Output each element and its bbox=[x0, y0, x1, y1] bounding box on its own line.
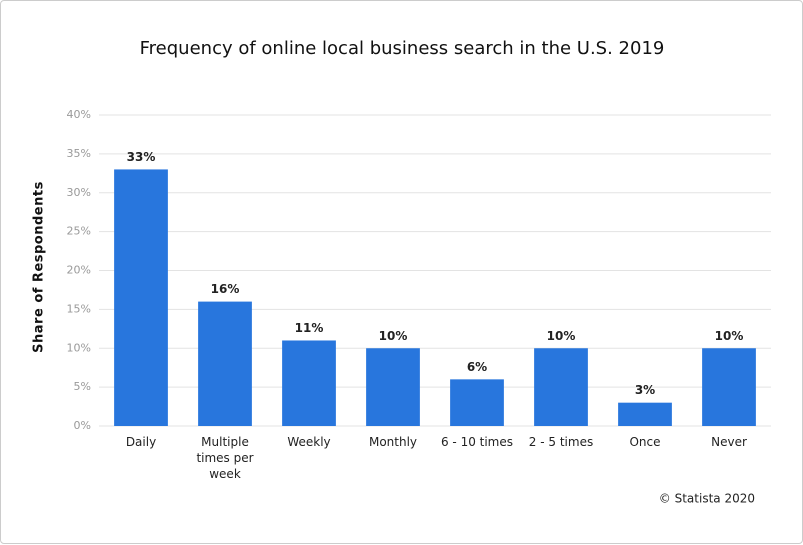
bar bbox=[702, 348, 756, 426]
y-tick-label: 25% bbox=[67, 225, 91, 238]
value-label: 11% bbox=[295, 321, 324, 335]
x-tick-label: 2 - 5 times bbox=[528, 435, 594, 449]
bar bbox=[618, 402, 672, 426]
bar bbox=[114, 169, 168, 427]
bar bbox=[450, 379, 504, 426]
x-tick-label: Monthly bbox=[368, 435, 418, 449]
x-tick-label: Multiple times per week bbox=[196, 435, 254, 481]
y-axis-label: Share of Respondents bbox=[32, 181, 47, 353]
y-tick-label: 0% bbox=[74, 419, 91, 432]
y-tick-label: 30% bbox=[67, 186, 91, 199]
source: © Statista 2020 bbox=[659, 492, 755, 506]
x-tick-label: Weekly bbox=[287, 435, 331, 449]
x-tick-label: Once bbox=[629, 435, 661, 449]
value-label: 10% bbox=[379, 329, 408, 343]
bar bbox=[282, 340, 336, 426]
value-label: 6% bbox=[467, 360, 487, 374]
value-label: 3% bbox=[635, 383, 655, 397]
value-label: 10% bbox=[715, 329, 744, 343]
y-tick-label: 20% bbox=[67, 264, 91, 277]
x-tick-label: 6 - 10 times bbox=[440, 435, 514, 449]
bar bbox=[534, 348, 588, 426]
bar bbox=[366, 348, 420, 426]
x-tick-label: Never bbox=[711, 435, 747, 449]
y-tick-label: 5% bbox=[74, 380, 91, 393]
value-label: 33% bbox=[127, 150, 156, 164]
value-label: 10% bbox=[547, 329, 576, 343]
y-tick-label: 15% bbox=[67, 302, 91, 315]
y-tick-label: 35% bbox=[67, 147, 91, 160]
chart-title: Frequency of online local business searc… bbox=[140, 38, 665, 59]
x-tick-label: Daily bbox=[125, 435, 157, 449]
bar bbox=[198, 301, 252, 426]
value-label: 16% bbox=[211, 282, 240, 296]
y-tick-label: 40% bbox=[67, 108, 91, 121]
y-tick-label: 10% bbox=[67, 341, 91, 354]
